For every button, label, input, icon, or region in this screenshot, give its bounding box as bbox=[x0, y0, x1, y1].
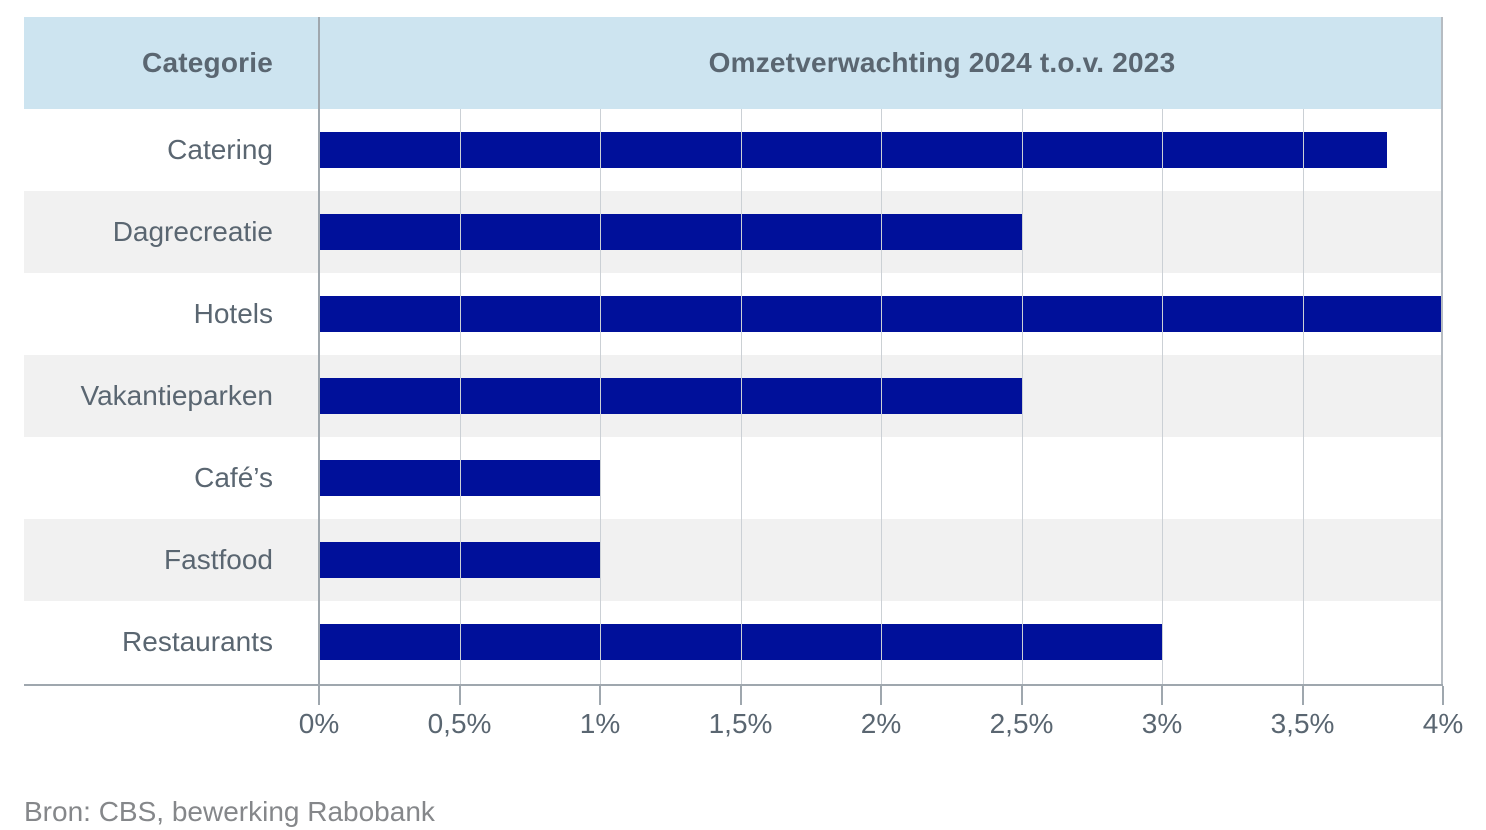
x-axis-tick-label: 4% bbox=[1422, 708, 1464, 739]
x-axis-tick-label: 1% bbox=[579, 708, 621, 739]
value-bar bbox=[319, 378, 1022, 414]
gridline bbox=[1021, 109, 1023, 685]
gridline bbox=[881, 109, 882, 685]
x-axis-tick-label: 0,5% bbox=[427, 708, 492, 739]
gridline bbox=[740, 109, 742, 685]
x-axis-line bbox=[24, 684, 1443, 686]
bar-area bbox=[319, 355, 1443, 437]
table-row: Catering bbox=[24, 109, 1443, 191]
value-bar bbox=[319, 214, 1022, 250]
bar-area bbox=[319, 109, 1443, 191]
right-boundary-line bbox=[1441, 17, 1443, 685]
chart-rows: Catering Dagrecreatie Hotels Vakantieparken… bbox=[24, 109, 1443, 683]
category-label: Dagrecreatie bbox=[112, 216, 273, 247]
x-axis-tick bbox=[458, 686, 461, 705]
x-axis-tick-label: 0% bbox=[298, 708, 340, 739]
x-axis-tick bbox=[739, 686, 742, 705]
bar-chart-table: Categorie Omzetverwachting 2024 t.o.v. 2… bbox=[24, 17, 1443, 685]
category-label: Fastfood bbox=[164, 544, 273, 575]
gridline bbox=[1162, 109, 1163, 685]
gridline bbox=[600, 109, 601, 685]
table-row: Restaurants bbox=[24, 601, 1443, 683]
x-axis-tick bbox=[599, 686, 601, 705]
zero-axis-line bbox=[318, 17, 320, 685]
category-column-header: Categorie bbox=[142, 47, 273, 78]
x-axis-tick-label: 3,5% bbox=[1270, 708, 1335, 739]
category-label: Café’s bbox=[194, 462, 273, 493]
source-note: Bron: CBS, bewerking Rabobank bbox=[24, 796, 435, 827]
category-label: Vakantieparken bbox=[80, 380, 274, 411]
x-axis-tick bbox=[1442, 686, 1444, 705]
x-axis-tick-label: 2,5% bbox=[989, 708, 1054, 739]
x-axis-tick bbox=[1020, 686, 1023, 705]
table-row: Café’s bbox=[24, 437, 1443, 519]
gridline bbox=[459, 109, 461, 685]
x-axis-tick-label: 1,5% bbox=[708, 708, 773, 739]
category-label: Restaurants bbox=[122, 626, 273, 657]
table-row: Vakantieparken bbox=[24, 355, 1443, 437]
table-header: Categorie Omzetverwachting 2024 t.o.v. 2… bbox=[24, 17, 1443, 109]
table-row: Hotels bbox=[24, 273, 1443, 355]
x-axis-tick bbox=[318, 686, 320, 705]
gridline bbox=[1302, 109, 1304, 685]
category-label: Catering bbox=[167, 134, 273, 165]
x-axis-tick bbox=[1161, 686, 1163, 705]
value-column-header: Omzetverwachting 2024 t.o.v. 2023 bbox=[708, 47, 1176, 78]
x-axis: 0% 0,5% 1% 1,5% 2% 2,5% 3% 3,5% 4% bbox=[299, 686, 1463, 746]
value-bar bbox=[319, 132, 1387, 168]
bar-area bbox=[319, 191, 1443, 273]
x-axis-tick-label: 3% bbox=[1141, 708, 1183, 739]
x-axis-tick-label: 2% bbox=[860, 708, 902, 739]
table-row: Fastfood bbox=[24, 519, 1443, 601]
table-row: Dagrecreatie bbox=[24, 191, 1443, 273]
category-label: Hotels bbox=[193, 298, 273, 329]
x-axis-tick bbox=[1301, 686, 1304, 705]
x-axis-tick bbox=[880, 686, 882, 705]
